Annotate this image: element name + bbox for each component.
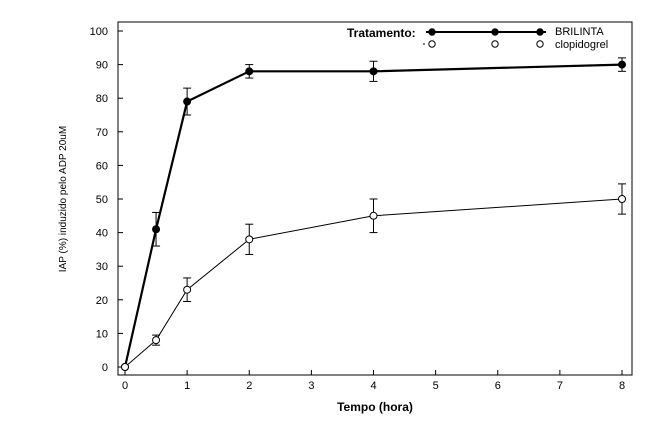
- x-tick-label: 8: [619, 380, 625, 392]
- x-tick-label: 6: [495, 380, 501, 392]
- y-tick-label: 60: [96, 160, 108, 172]
- data-point-clopidogrel: [152, 336, 161, 345]
- y-axis-title: IAP (%) induzido pelo ADP 20uM: [58, 126, 69, 272]
- y-tick-label: 90: [96, 60, 108, 72]
- data-point-brilinta: [245, 67, 254, 76]
- x-tick-label: 4: [370, 380, 376, 392]
- data-point-clopidogrel: [369, 211, 378, 220]
- y-tick-label: 10: [96, 328, 108, 340]
- legend-marker-clopidogrel: [428, 40, 436, 48]
- series-layer: [121, 57, 626, 371]
- x-tick-label: 3: [308, 380, 314, 392]
- data-point-brilinta: [369, 67, 378, 76]
- y-tick-label: 40: [96, 228, 108, 240]
- data-point-clopidogrel: [121, 363, 129, 371]
- legend: Tratamento: BRILINTA clopidogrel: [347, 26, 608, 51]
- y-tick-label: 50: [96, 194, 108, 206]
- legend-marker-brilinta: [536, 28, 544, 36]
- data-point-clopidogrel: [183, 285, 192, 294]
- data-point-brilinta: [152, 225, 161, 234]
- data-point-brilinta: [618, 60, 626, 69]
- legend-label-brilinta: BRILINTA: [555, 26, 604, 38]
- y-tick-label: 20: [96, 295, 108, 307]
- x-tick-label: 1: [184, 380, 190, 392]
- x-tick-label: 0: [122, 380, 128, 392]
- x-tick-label: 7: [557, 380, 563, 392]
- y-tick-label: 0: [102, 362, 108, 374]
- y-tick-label: 30: [96, 261, 108, 273]
- legend-title: Tratamento:: [347, 26, 416, 40]
- series-line-clopidogrel: [124, 198, 623, 368]
- legend-marker-clopidogrel: [536, 40, 544, 48]
- data-point-brilinta: [183, 97, 192, 106]
- y-tick-label: 100: [90, 26, 108, 38]
- legend-label-clopidogrel: clopidogrel: [555, 39, 608, 51]
- axes: 0 10 20 30 40 50 60 70 80 90 100 0 1 2 3 4 5 6 7 8: [90, 21, 633, 392]
- data-point-clopidogrel: [618, 195, 626, 203]
- legend-marker-clopidogrel: [491, 40, 499, 48]
- data-point-clopidogrel: [245, 235, 254, 244]
- legend-marker-brilinta: [428, 28, 436, 36]
- x-axis-title: Tempo (hora): [337, 400, 413, 414]
- y-tick-label: 70: [96, 127, 108, 139]
- x-tick-label: 2: [246, 380, 252, 392]
- y-tick-label: 80: [96, 93, 108, 105]
- x-tick-label: 5: [433, 380, 439, 392]
- series-line-brilinta: [123, 63, 623, 368]
- legend-marker-brilinta: [491, 28, 499, 36]
